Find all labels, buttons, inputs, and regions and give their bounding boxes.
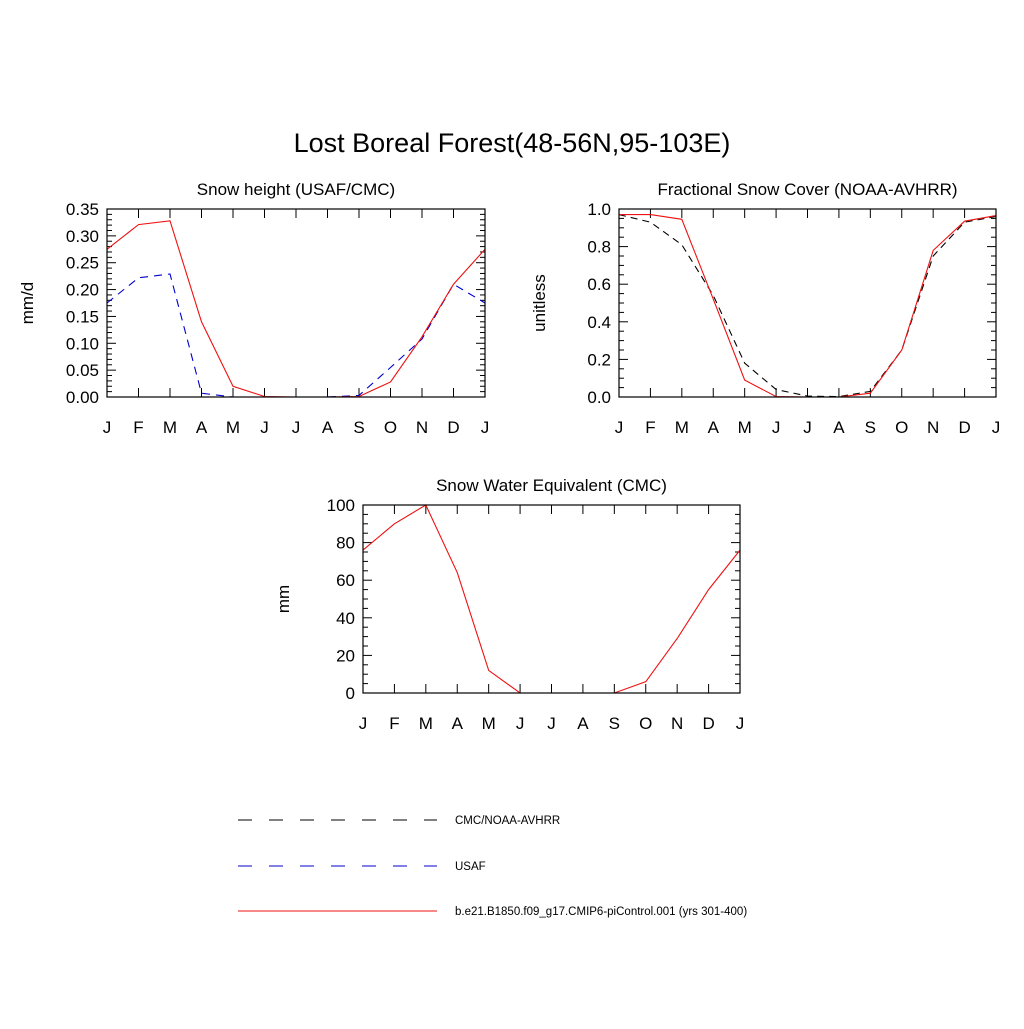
plot-frame	[619, 209, 996, 397]
plot-frame	[107, 209, 485, 397]
y-axis-label: unitless	[530, 274, 549, 332]
legend: CMC/NOAA-AVHRR USAF b.e21.B1850.f09_g17.CM…	[238, 815, 747, 918]
x-tick-label: N	[927, 418, 939, 437]
x-tick-label: J	[103, 418, 112, 437]
x-tick-label: J	[736, 714, 745, 733]
chart-panel-1: Snow height (USAF/CMC) mm/d 0.00 0.05 0.10 0.…	[18, 180, 489, 437]
x-tick-label: F	[645, 418, 655, 437]
legend-label-model: b.e21.B1850.f09_g17.CMIP6-piControl.001 …	[455, 906, 747, 918]
x-tick-label: J	[615, 418, 624, 437]
y-tick-label: 100	[327, 496, 355, 515]
x-tick-label: M	[482, 714, 496, 733]
x-tick-label: J	[547, 714, 556, 733]
panel-title: Fractional Snow Cover (NOAA-AVHRR)	[657, 180, 957, 199]
y-tick-label: 0.05	[66, 361, 99, 380]
y-tick-label: 0.10	[66, 334, 99, 353]
x-tick-label: D	[447, 418, 459, 437]
x-tick-label: M	[163, 418, 177, 437]
y-tick-label: 60	[336, 571, 355, 590]
y-tick-label: 0.20	[66, 281, 99, 300]
chart-panel-3: Snow Water Equivalent (CMC) mm 0 20 40 60 80 10…	[274, 476, 744, 733]
x-tick-label: A	[708, 418, 720, 437]
series-line-model	[107, 221, 485, 397]
x-tick-label: J	[772, 418, 781, 437]
panel-title: Snow Water Equivalent (CMC)	[436, 476, 667, 495]
y-axis-label: mm	[274, 585, 293, 613]
y-tick-label: 0	[346, 684, 355, 703]
y-tick-label: 40	[336, 609, 355, 628]
series-line-usaf	[107, 274, 485, 397]
x-tick-label: M	[675, 418, 689, 437]
x-tick-label: J	[260, 418, 269, 437]
panel-title: Snow height (USAF/CMC)	[197, 180, 395, 199]
x-tick-label: J	[516, 714, 525, 733]
x-tick-label: A	[322, 418, 334, 437]
x-tick-label: S	[865, 418, 876, 437]
x-tick-label: N	[416, 418, 428, 437]
x-tick-label: O	[384, 418, 397, 437]
x-tick-label: S	[353, 418, 364, 437]
x-tick-label: O	[895, 418, 908, 437]
x-tick-label: N	[671, 714, 683, 733]
x-tick-label: M	[738, 418, 752, 437]
plot-frame	[363, 505, 740, 693]
x-tick-label: O	[639, 714, 652, 733]
y-tick-label: 1.0	[587, 200, 611, 219]
series-line-model	[619, 215, 996, 397]
y-tick-label: 80	[336, 534, 355, 553]
x-tick-label: D	[958, 418, 970, 437]
y-tick-label: 0.15	[66, 307, 99, 326]
y-tick-label: 0.0	[587, 388, 611, 407]
x-tick-label: D	[702, 714, 714, 733]
chart-panel-2: Fractional Snow Cover (NOAA-AVHRR) unitle…	[530, 180, 1000, 437]
y-axis-label: mm/d	[18, 282, 37, 325]
y-tick-label: 0.2	[587, 350, 611, 369]
x-tick-label: J	[292, 418, 301, 437]
x-tick-label: J	[481, 418, 490, 437]
x-tick-label: A	[452, 714, 464, 733]
x-tick-label: S	[609, 714, 620, 733]
legend-label-usaf: USAF	[455, 861, 486, 873]
y-tick-label: 0.6	[587, 275, 611, 294]
y-tick-label: 20	[336, 646, 355, 665]
series-line-obs	[619, 215, 996, 397]
x-tick-label: F	[389, 714, 399, 733]
x-tick-label: J	[803, 418, 812, 437]
x-tick-label: F	[133, 418, 143, 437]
x-tick-label: J	[359, 714, 368, 733]
y-tick-label: 0.00	[66, 388, 99, 407]
x-tick-label: M	[226, 418, 240, 437]
series-line-model	[363, 505, 740, 693]
x-tick-label: A	[833, 418, 845, 437]
y-tick-label: 0.35	[66, 200, 99, 219]
y-tick-label: 0.8	[587, 238, 611, 257]
x-tick-label: A	[577, 714, 589, 733]
x-tick-label: M	[419, 714, 433, 733]
x-tick-label: J	[992, 418, 1001, 437]
y-tick-label: 0.30	[66, 227, 99, 246]
y-tick-label: 0.4	[587, 313, 611, 332]
figure-title: Lost Boreal Forest(48-56N,95-103E)	[0, 128, 1024, 159]
x-tick-label: A	[196, 418, 208, 437]
y-tick-label: 0.25	[66, 254, 99, 273]
legend-label-obs: CMC/NOAA-AVHRR	[455, 815, 560, 827]
